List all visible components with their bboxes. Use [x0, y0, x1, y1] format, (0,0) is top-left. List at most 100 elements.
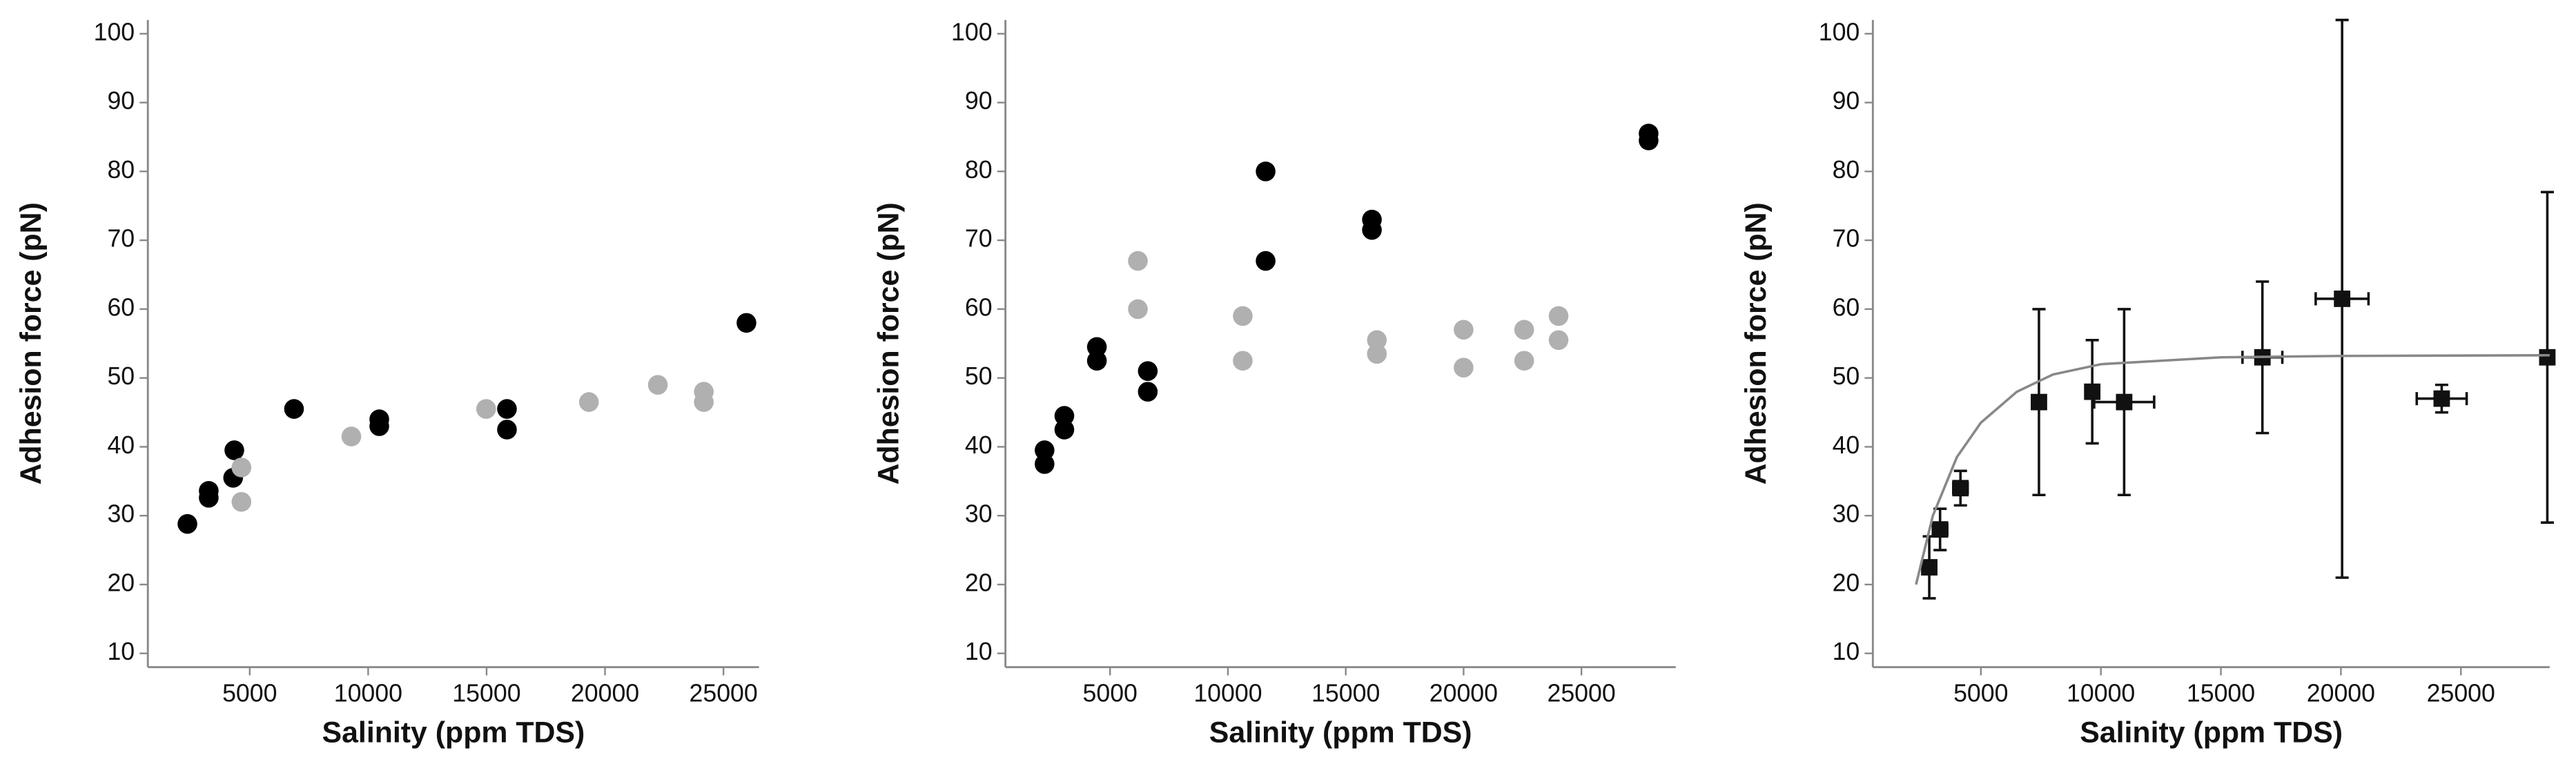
- point: [1454, 320, 1474, 340]
- x-tick-label: 15000: [1311, 680, 1380, 707]
- x-tick-label: 5000: [1083, 680, 1138, 707]
- point: [369, 416, 389, 436]
- point: [497, 399, 517, 419]
- y-tick-label: 10: [107, 638, 135, 665]
- point: [2116, 393, 2133, 411]
- axis-label: Salinity (ppm TDS): [322, 716, 585, 749]
- point: [2539, 349, 2556, 366]
- point: [1362, 209, 1382, 230]
- axis-label: Salinity (ppm TDS): [1209, 716, 1472, 749]
- x-tick-label: 20000: [571, 680, 639, 707]
- point: [1054, 406, 1075, 426]
- x-tick-label: 15000: [452, 680, 520, 707]
- point: [1921, 559, 1938, 576]
- point: [1233, 351, 1253, 371]
- y-tick-label: 80: [1833, 156, 1860, 184]
- point: [1367, 344, 1387, 364]
- x-tick-label: 20000: [2307, 680, 2375, 707]
- point: [2084, 383, 2101, 400]
- y-tick-label: 20: [965, 569, 993, 596]
- point: [1514, 351, 1534, 371]
- point: [1233, 306, 1253, 326]
- y-tick-label: 70: [965, 225, 993, 253]
- x-tick-label: 25000: [2427, 680, 2495, 707]
- point: [1514, 320, 1534, 340]
- point: [578, 392, 599, 412]
- y-tick-label: 50: [965, 362, 993, 390]
- x-tick-label: 10000: [334, 680, 402, 707]
- y-tick-label: 70: [1833, 225, 1860, 253]
- point: [1548, 330, 1569, 351]
- point: [1639, 124, 1659, 144]
- point: [1952, 480, 1969, 497]
- y-tick-label: 40: [1833, 431, 1860, 459]
- point: [694, 392, 714, 412]
- axis-label: Adhesion force (pN): [14, 202, 48, 484]
- y-tick-label: 50: [1833, 362, 1860, 390]
- point: [736, 313, 757, 333]
- axis-label: Salinity (ppm TDS): [2080, 716, 2343, 749]
- y-tick-label: 100: [94, 18, 135, 46]
- point: [341, 427, 362, 447]
- x-tick-label: 25000: [690, 680, 758, 707]
- point: [2031, 393, 2047, 411]
- point: [1138, 361, 1158, 381]
- point: [1128, 251, 1148, 271]
- point: [1035, 454, 1055, 474]
- axis-label: Adhesion force (pN): [872, 202, 905, 484]
- y-tick-label: 90: [107, 87, 135, 115]
- point: [1054, 420, 1075, 440]
- point: [1454, 357, 1474, 378]
- point: [476, 399, 496, 419]
- point: [1035, 440, 1055, 460]
- point: [2334, 291, 2351, 307]
- y-tick-label: 40: [965, 431, 993, 459]
- y-tick-label: 90: [1833, 87, 1860, 115]
- fit-curve: [1915, 353, 2550, 585]
- y-tick-label: 60: [1833, 293, 1860, 321]
- point: [199, 480, 219, 501]
- x-tick-label: 20000: [1430, 680, 1498, 707]
- point: [1256, 251, 1276, 271]
- axis-label: Adhesion force (pN): [1739, 202, 1773, 484]
- y-tick-label: 100: [1819, 18, 1860, 46]
- y-tick-label: 80: [965, 156, 993, 184]
- y-tick-label: 30: [107, 500, 135, 528]
- x-tick-label: 5000: [1953, 680, 2008, 707]
- x-tick-label: 15000: [2187, 680, 2255, 707]
- point: [284, 399, 304, 419]
- y-tick-label: 20: [107, 569, 135, 596]
- y-tick-label: 10: [1833, 638, 1860, 665]
- point: [647, 375, 668, 395]
- y-tick-label: 80: [107, 156, 135, 184]
- point: [1128, 299, 1148, 320]
- y-tick-label: 20: [1833, 569, 1860, 596]
- y-tick-label: 70: [107, 225, 135, 253]
- point: [177, 513, 197, 534]
- x-tick-label: 10000: [2067, 680, 2135, 707]
- point: [231, 458, 252, 478]
- y-tick-label: 60: [107, 293, 135, 321]
- point: [1367, 330, 1387, 351]
- point: [497, 420, 517, 440]
- point: [1086, 337, 1107, 357]
- point: [2433, 390, 2450, 407]
- y-tick-label: 50: [107, 362, 135, 390]
- point: [224, 440, 244, 460]
- y-tick-label: 90: [965, 87, 993, 115]
- point: [1548, 306, 1569, 326]
- y-tick-label: 100: [951, 18, 993, 46]
- point: [1138, 382, 1158, 402]
- y-tick-label: 40: [107, 431, 135, 459]
- y-tick-label: 30: [1833, 500, 1860, 528]
- x-tick-label: 5000: [222, 680, 277, 707]
- point: [1086, 351, 1107, 371]
- x-tick-label: 25000: [1547, 680, 1615, 707]
- point: [231, 491, 252, 512]
- y-tick-label: 30: [965, 500, 993, 528]
- point: [1931, 521, 1949, 538]
- x-tick-label: 10000: [1193, 680, 1262, 707]
- point: [1256, 161, 1276, 182]
